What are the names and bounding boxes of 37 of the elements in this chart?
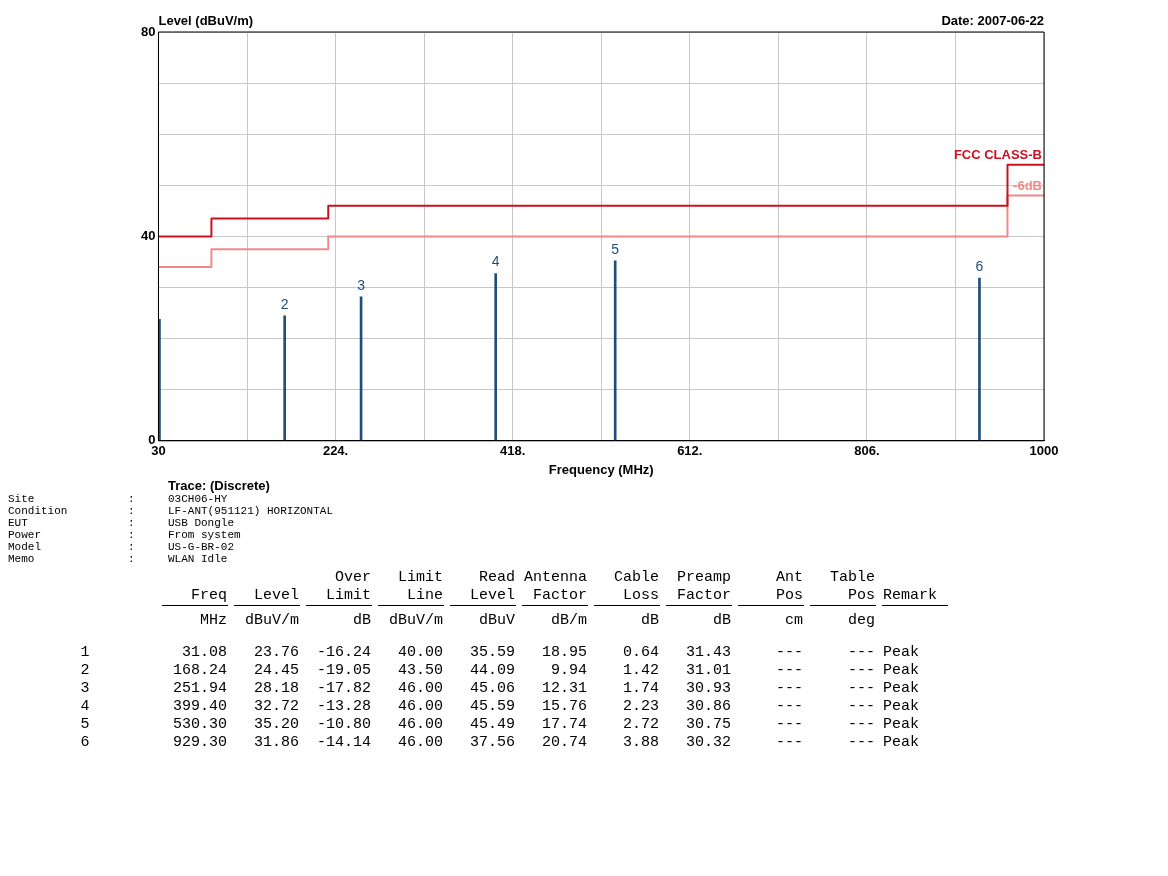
text: 4 399.40 32.72 -13.28 46.00 45.59 15.76 2.23 30.86 --- --- Peak [80,698,920,715]
text: 6 929.30 31.86 -14.14 46.00 37.56 20.74 3.88 30.32 --- --- Peak [80,734,920,751]
text: 3 251.94 28.18 -17.82 46.00 45.06 12.31 1.74 30.93 --- --- Peak [80,680,920,697]
annotation: 3 [357,276,366,293]
text: 1 31.08 23.76 -16.24 40.00 35.59 18.95 0.64 31.43 --- --- Peak [80,644,920,661]
bar [283,315,286,441]
annotation: 5 [611,240,620,257]
y-tick-label: 80 [140,23,156,39]
text: MHz dBuV/m dB dBuV/m dBuV dB/m dB dB cm deg [199,612,875,629]
y-tick-label: 40 [140,227,156,243]
series-label: -6dB [1013,177,1042,193]
text: Date: 2007-06-22 [941,13,1044,29]
text: Freq Level Over Limit Limit Line Read Level Antenna Factor Cable Loss Preamp Factor Ant Pos Table Pos Remark [190,569,938,604]
text: Trace: (Discrete) [168,478,271,493]
x-axis-title: Frequency (MHz) [548,461,654,477]
x-tick-label: 30 [151,443,166,459]
x-tick-label: 1000 [1029,443,1059,459]
text: 2 168.24 24.45 -19.05 43.50 44.09 9.94 1.42 31.01 --- --- Peak [80,662,920,679]
series-label: FCC CLASS-B [953,146,1042,162]
annotation: 2 [280,295,289,312]
text: 5 530.30 35.20 -10.80 46.00 45.49 17.74 2.72 30.75 --- --- Peak [80,716,920,733]
x-tick-label: 224. [322,443,349,459]
bar [613,260,617,441]
bar [978,277,981,441]
x-tick-label: 418. [500,443,526,459]
text: EUT : USB Dongle [8,517,235,529]
text: Condition : LF-ANT(951121) HORIZONTAL [8,505,334,517]
text: Power : From system [8,529,241,541]
annotation: 4 [491,253,500,270]
y-axis-title: Level (dBuV/m) [158,13,254,29]
x-tick-label: 806. [854,443,880,459]
annotation: 6 [975,257,984,274]
text: Model : US-G-BR-02 [8,541,235,553]
x-tick-label: 612. [677,443,703,459]
text: Site : 03CH06-HY [8,493,228,505]
text: Memo : WLAN Idle [8,553,228,565]
bar [494,273,498,441]
